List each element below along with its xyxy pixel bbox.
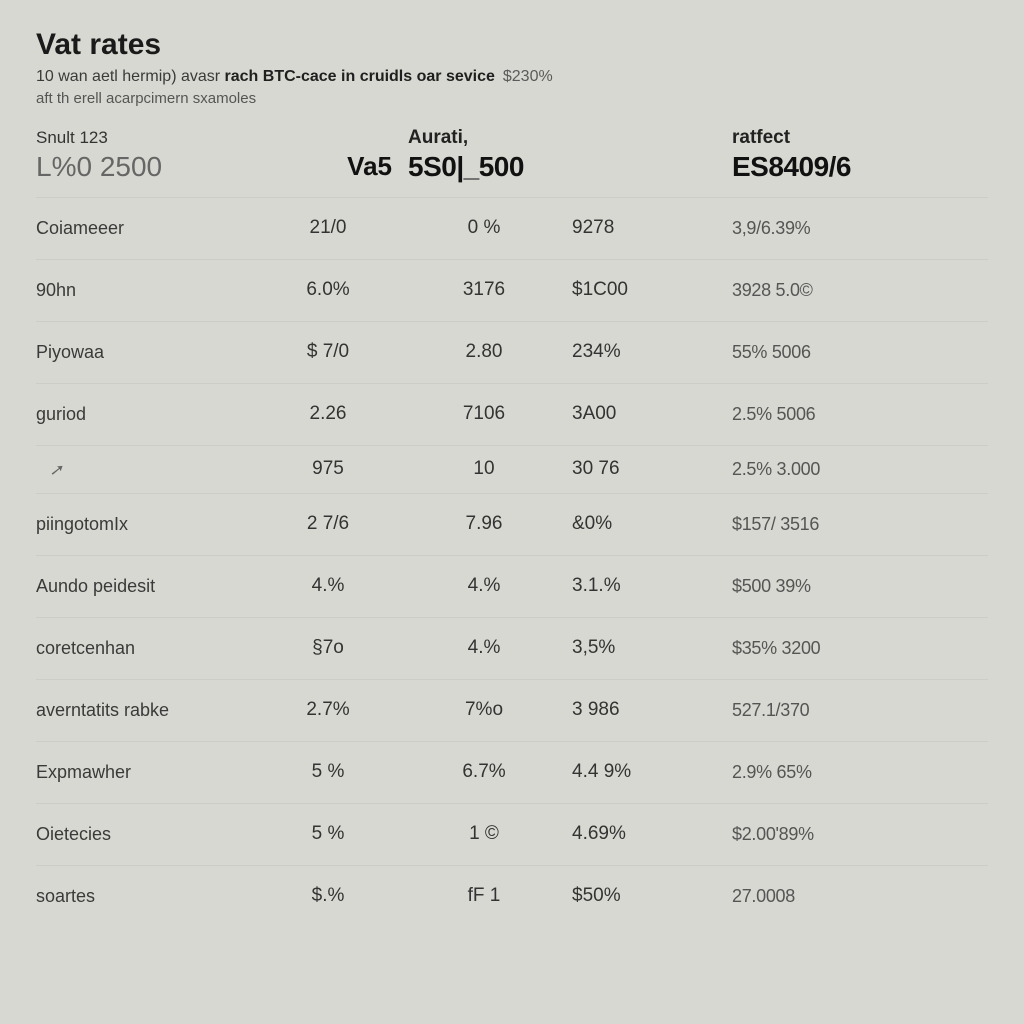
cell-col-5: 3,9/6.39% — [732, 218, 972, 239]
row-label: ➚ — [36, 459, 248, 480]
cell-col-2: 2.26 — [248, 403, 408, 425]
cell-col-3: 3176 — [408, 279, 560, 301]
table-row: ➚ 9751030 762.5% 3.000 — [36, 445, 988, 493]
cell-col-4: $50% — [560, 885, 732, 907]
cell-col-3: 6.7% — [408, 761, 560, 783]
row-label: soartes — [36, 886, 248, 907]
cell-col-3: 7106 — [408, 403, 560, 425]
cell-col-3: 1 © — [408, 823, 560, 845]
col-header-5: ratfect — [732, 127, 972, 149]
row-label: Coiameeer — [36, 218, 248, 239]
table-row: guriod2.2671063A002.5% 5006 — [36, 383, 988, 445]
cell-col-5: 527.1/370 — [732, 700, 972, 721]
col-header-3: Aurati, — [408, 127, 560, 149]
cell-col-3: 4.% — [408, 575, 560, 597]
subtitle-pre: 10 wan aetl hermip) avasr — [36, 68, 225, 85]
table-row: Coiameeer21/00 %92783,9/6.39% — [36, 197, 988, 259]
row-label: Expmawher — [36, 762, 248, 783]
cell-col-3: 10 — [408, 458, 560, 480]
table-row: averntatits rabke2.7%7%o3 986527.1/370 — [36, 679, 988, 741]
cell-col-5: 27.0008 — [732, 886, 972, 907]
bigval-2: Va5 — [248, 151, 408, 182]
cell-col-3: 7%o — [408, 699, 560, 721]
cell-col-4: 9278 — [560, 217, 732, 239]
cell-col-2: 6.0% — [248, 279, 408, 301]
cell-col-4: 3 986 — [560, 699, 732, 721]
cell-col-2: 4.% — [248, 575, 408, 597]
cell-col-2: $ 7/0 — [248, 341, 408, 363]
cell-col-2: §7o — [248, 637, 408, 659]
cell-col-3: 2.80 — [408, 341, 560, 363]
row-label: Piyowaa — [36, 342, 248, 363]
cell-col-2: 2 7/6 — [248, 513, 408, 535]
cell-col-3: 4.% — [408, 637, 560, 659]
subtitle-line-2: aft th erell acarpcimern sxamoles — [36, 90, 988, 107]
cell-col-3: 0 % — [408, 217, 560, 239]
bigval-3: 5S0|_500 — [408, 151, 560, 183]
row-label: Aundo peidesit — [36, 576, 248, 597]
row-label: guriod — [36, 404, 248, 425]
cell-col-3: fF 1 — [408, 885, 560, 907]
cell-col-5: $2.00'89% — [732, 824, 972, 845]
row-label: 90hn — [36, 280, 248, 301]
bigval-0: L%0 2500 — [36, 151, 248, 183]
bigval-5: ES8409/6 — [732, 151, 972, 183]
table-row: Aundo peidesit4.%4.%3.1.%$500 39% — [36, 555, 988, 617]
table-body: Coiameeer21/00 %92783,9/6.39%90hn6.0%317… — [36, 197, 988, 927]
table-row: piingotomIx2 7/67.96&0%$157/ 3516 — [36, 493, 988, 555]
cell-col-4: 3A00 — [560, 403, 732, 425]
cell-col-4: $1C00 — [560, 279, 732, 301]
cell-col-2: $.% — [248, 885, 408, 907]
subtitle-strong: rach BTC-cace in cruidls oar sevice — [225, 68, 495, 85]
table-row: Oietecies5 %1 ©4.69%$2.00'89% — [36, 803, 988, 865]
cell-col-2: 5 % — [248, 823, 408, 845]
cell-col-4: 30 76 — [560, 458, 732, 480]
table-row: soartes$.%fF 1$50%27.0008 — [36, 865, 988, 927]
row-label: coretcenhan — [36, 638, 248, 659]
row-label: piingotomIx — [36, 514, 248, 535]
cell-col-2: 21/0 — [248, 217, 408, 239]
big-values-row: L%0 2500 Va5 5S0|_500 ES8409/6 — [36, 151, 988, 183]
cell-col-5: 3928 5.0© — [732, 280, 972, 301]
cell-col-4: 3.1.% — [560, 575, 732, 597]
cell-col-5: 2.5% 5006 — [732, 404, 972, 425]
cell-col-2: 975 — [248, 458, 408, 480]
cell-col-3: 7.96 — [408, 513, 560, 535]
cell-col-5: $35% 3200 — [732, 638, 972, 659]
arrow-icon: ➚ — [36, 462, 63, 479]
subtitle-line-1: 10 wan aetl hermip) avasr rach BTC-cace … — [36, 66, 988, 88]
cell-col-4: 4.69% — [560, 823, 732, 845]
cell-col-4: 4.4 9% — [560, 761, 732, 783]
row-label: averntatits rabke — [36, 700, 248, 721]
table-row: 90hn6.0%3176$1C003928 5.0© — [36, 259, 988, 321]
cell-col-5: 2.9% 65% — [732, 762, 972, 783]
cell-col-2: 5 % — [248, 761, 408, 783]
cell-col-2: 2.7% — [248, 699, 408, 721]
cell-col-5: $157/ 3516 — [732, 514, 972, 535]
cell-col-5: $500 39% — [732, 576, 972, 597]
col-header-0: Snult 123 — [36, 128, 248, 148]
cell-col-4: &0% — [560, 513, 732, 535]
page-title: Vat rates — [36, 28, 988, 62]
table-row: Piyowaa$ 7/02.80234%55% 5006 — [36, 321, 988, 383]
table-row: Expmawher5 %6.7%4.4 9%2.9% 65% — [36, 741, 988, 803]
table-row: coretcenhan§7o4.%3,5%$35% 3200 — [36, 617, 988, 679]
row-label: Oietecies — [36, 824, 248, 845]
cell-col-5: 55% 5006 — [732, 342, 972, 363]
subtitle-badge: $230% — [503, 68, 553, 85]
cell-col-4: 3,5% — [560, 637, 732, 659]
cell-col-5: 2.5% 3.000 — [732, 459, 972, 480]
cell-col-4: 234% — [560, 341, 732, 363]
column-headers: Snult 123 Aurati, ratfect — [36, 127, 988, 149]
